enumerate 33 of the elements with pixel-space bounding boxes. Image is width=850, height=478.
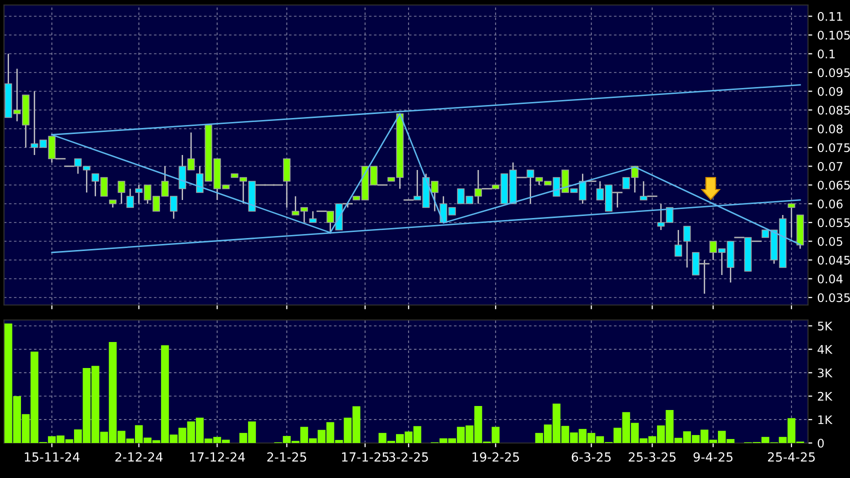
y-tick-label: 0.05 xyxy=(818,236,842,246)
y-tick-label: 1K xyxy=(818,415,833,424)
x-tick-label: 15-11-24 xyxy=(24,452,80,462)
y-tick-label: 0.11 xyxy=(818,12,842,21)
x-tick-label: 25-3-25 xyxy=(628,452,676,462)
y-tick-label: 4K xyxy=(818,345,833,354)
y-tick-label: 0.1 xyxy=(818,49,835,58)
y-tick-label: 0.07 xyxy=(818,162,842,171)
x-tick-label: 17-12-24 xyxy=(190,452,245,462)
y-tick-label: 0.055 xyxy=(818,218,850,228)
y-tick-label: 0.04 xyxy=(818,274,843,284)
y-tick-label: 0.065 xyxy=(818,180,850,190)
x-tick-label: 25-4-25 xyxy=(768,452,815,462)
y-tick-label: 0.09 xyxy=(818,86,842,96)
y-tick-label: 3K xyxy=(818,368,833,378)
y-tick-label: 0.085 xyxy=(818,106,850,115)
x-tick-label: 6-3-25 xyxy=(572,452,611,462)
y-tick-label: 0.08 xyxy=(818,124,843,134)
y-tick-label: 2K xyxy=(818,392,833,401)
y-tick-label: 0.035 xyxy=(818,293,850,302)
x-tick-label: 2-12-24 xyxy=(115,452,163,462)
y-tick-label: 0.075 xyxy=(818,143,850,152)
y-tick-label: 0.095 xyxy=(818,68,850,78)
x-tick-label: 2-1-25 xyxy=(267,452,306,462)
y-tick-label: 0.045 xyxy=(818,256,850,265)
x-tick-label: 17-1-25 xyxy=(342,452,388,462)
y-tick-label: 0.06 xyxy=(818,199,843,208)
y-tick-label: 0.105 xyxy=(818,30,850,40)
x-tick-label: 19-2-25 xyxy=(472,452,519,462)
y-tick-label: 0 xyxy=(818,438,824,448)
x-tick-label: 9-4-25 xyxy=(694,452,732,462)
x-tick-label: 3-2-25 xyxy=(389,452,428,462)
y-tick-label: 5K xyxy=(818,322,833,331)
